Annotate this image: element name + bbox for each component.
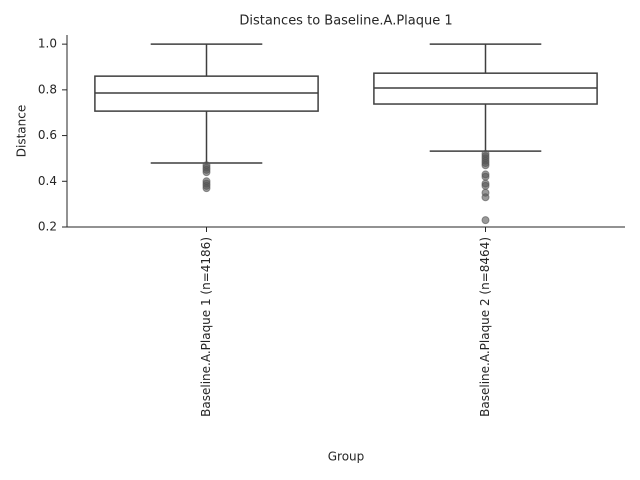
flier: [202, 168, 211, 177]
flier: [481, 181, 490, 190]
flier: [481, 172, 490, 181]
x-axis-label: Group: [328, 450, 365, 464]
x-tick-label: Baseline.A.Plaque 1 (n=4186): [199, 237, 213, 417]
y-axis-label: Distance: [15, 105, 29, 157]
y-tick-label: 0.2: [38, 220, 57, 234]
y-tick-label: 0.4: [38, 174, 57, 188]
x-tick-label: Baseline.A.Plaque 2 (n=8464): [478, 237, 492, 417]
y-tick-label: 1.0: [38, 37, 57, 51]
chart-title: Distances to Baseline.A.Plaque 1: [239, 14, 452, 29]
y-tick-label: 0.6: [38, 128, 57, 142]
flier: [481, 161, 490, 170]
y-tick-label: 0.8: [38, 82, 57, 96]
flier: [481, 216, 490, 225]
flier: [481, 193, 490, 202]
flier: [202, 184, 211, 193]
